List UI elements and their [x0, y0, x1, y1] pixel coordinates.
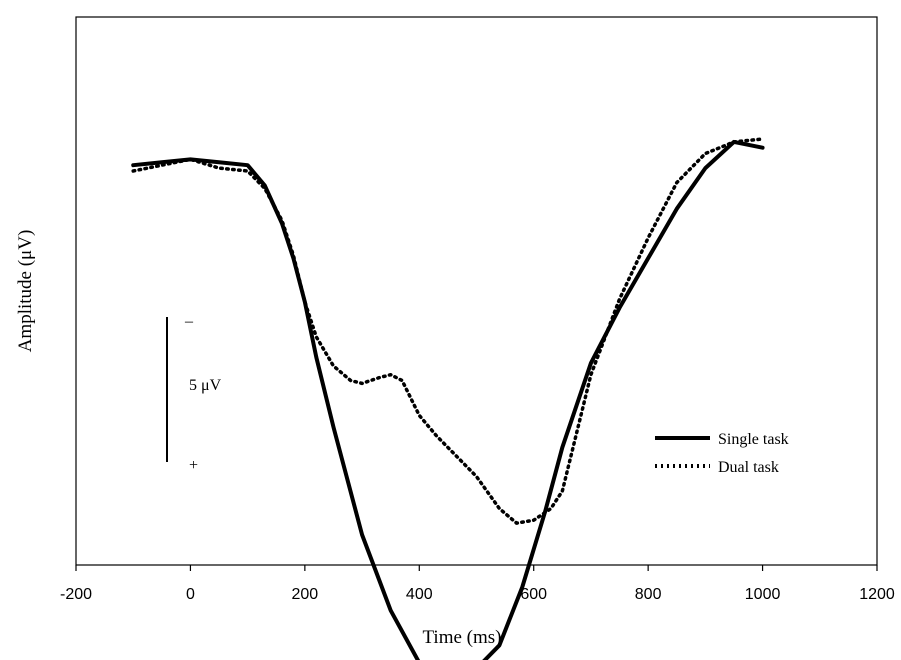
- series-layer: [131, 137, 765, 660]
- x-tick-label: 1000: [745, 586, 781, 603]
- x-axis-title: Time (ms): [422, 627, 501, 648]
- scale-bar-bottom-symbol: +: [189, 457, 198, 474]
- x-tick-label: 200: [292, 586, 319, 603]
- y-axis-title: Amplitude (μV): [15, 230, 36, 353]
- scale-bar-top-symbol: –: [184, 313, 194, 330]
- legend-label-dual-task: Dual task: [718, 459, 779, 476]
- x-tick-label: 600: [520, 586, 547, 603]
- scale-bar: – 5 μV +: [166, 313, 222, 474]
- x-tick-label: 1200: [859, 586, 895, 603]
- x-tick-label: 800: [635, 586, 662, 603]
- scale-bar-label: 5 μV: [189, 377, 222, 394]
- x-axis-ticks: -200 0 200 400 600 800 1000 1200: [60, 565, 895, 603]
- x-tick-label: 400: [406, 586, 433, 603]
- dual-task-line: [131, 137, 765, 525]
- plot-frame: [75, 16, 878, 566]
- legend-label-single-task: Single task: [718, 431, 789, 448]
- x-tick-label: 0: [186, 586, 195, 603]
- single-task-line: [131, 139, 765, 660]
- legend: Single task Dual task: [655, 431, 789, 476]
- x-tick-label: -200: [60, 586, 92, 603]
